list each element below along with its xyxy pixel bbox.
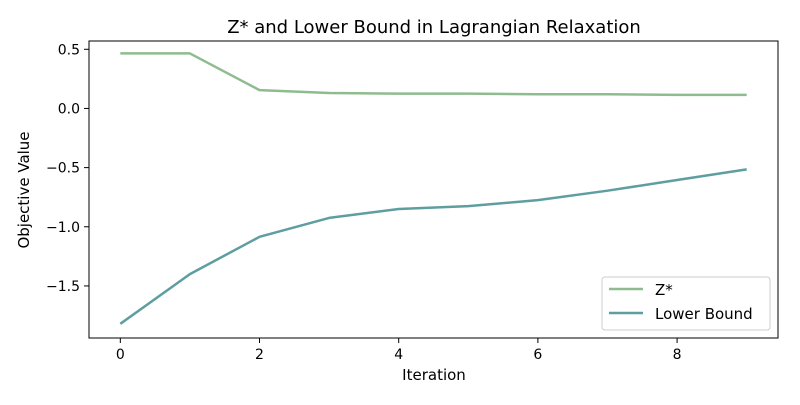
y-tick-label: 0.5 <box>58 42 80 58</box>
y-tick-label: 0.0 <box>58 101 80 117</box>
lower-bound-point <box>606 189 608 191</box>
legend-label-lower-bound: Lower Bound <box>655 305 753 323</box>
x-tick-label: 0 <box>116 347 125 363</box>
z-star-point <box>676 94 678 96</box>
lower-bound-point <box>398 208 400 210</box>
z-star-point <box>467 92 469 94</box>
lower-bound-point <box>328 217 330 219</box>
axes-frame <box>88 40 779 339</box>
legend: Z* Lower Bound <box>601 276 771 331</box>
series-lines <box>119 52 747 325</box>
axis-ticks: 0 2 4 6 8 0.5 0.0 −0.5 −1.0 −1.5 <box>46 42 682 363</box>
x-tick-label: 4 <box>394 347 403 363</box>
y-tick-label: −0.5 <box>46 161 80 177</box>
z-star-point <box>258 89 260 91</box>
legend-label-z-star: Z* <box>655 281 673 299</box>
x-axis-label: Iteration <box>402 366 466 384</box>
y-axis-label: Objective Value <box>15 131 33 248</box>
lower-bound-point <box>467 205 469 207</box>
y-tick-label: −1.5 <box>46 279 80 295</box>
lower-bound-point <box>745 168 747 170</box>
lower-bound-point <box>537 199 539 201</box>
z-star-point <box>606 93 608 95</box>
x-tick-label: 2 <box>255 347 264 363</box>
z-star-point <box>398 92 400 94</box>
series-line-z-star <box>120 52 747 97</box>
x-tick-label: 8 <box>673 347 682 363</box>
z-star-point <box>745 94 747 96</box>
lower-bound-point <box>189 273 191 275</box>
z-star-point <box>537 93 539 95</box>
z-star-point <box>328 92 330 94</box>
chart-title: Z* and Lower Bound in Lagrangian Relaxat… <box>227 17 641 38</box>
lower-bound-point <box>258 236 260 238</box>
series-line-lower-bound <box>119 168 747 325</box>
y-tick-label: −1.0 <box>46 220 80 236</box>
x-tick-label: 6 <box>533 347 542 363</box>
lower-bound-point <box>676 179 678 181</box>
lower-bound-point <box>119 323 121 325</box>
legend-box <box>601 276 771 331</box>
z-star-point <box>189 52 191 54</box>
z-star-point <box>119 52 121 54</box>
